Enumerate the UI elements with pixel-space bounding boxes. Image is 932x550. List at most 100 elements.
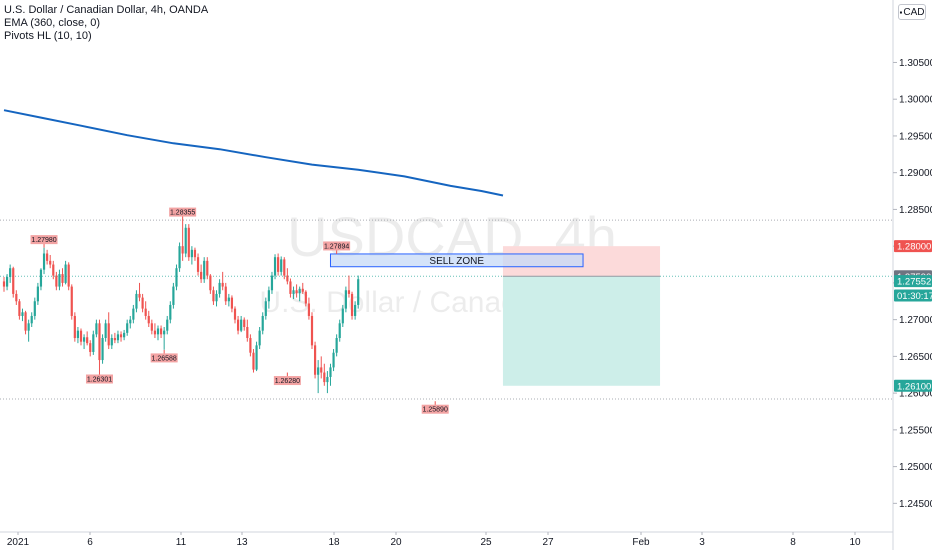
candles	[2, 219, 360, 394]
candle-body	[187, 227, 190, 258]
candle-body	[144, 308, 147, 316]
x-tick-label: 11	[176, 537, 187, 548]
candle-body	[341, 308, 344, 324]
candle-body	[153, 330, 157, 335]
candle-body	[9, 268, 12, 278]
candle-body	[169, 304, 172, 320]
candle-body	[138, 293, 141, 298]
candle-body	[255, 345, 258, 370]
sell-zone[interactable]: SELL ZONE	[329, 253, 584, 268]
price-label-text: 1.27552	[897, 277, 931, 288]
candle-body	[178, 246, 181, 269]
candle-body	[42, 253, 46, 270]
pivot-label-bg	[323, 241, 351, 251]
price-label-bg	[894, 289, 932, 302]
candle-body	[193, 249, 197, 258]
candle-body	[200, 271, 203, 280]
candle-body	[298, 288, 301, 294]
candle-body	[110, 338, 113, 346]
candle-body	[82, 337, 86, 342]
pivot-label-bg	[421, 404, 449, 414]
x-tick-label: 3	[699, 537, 705, 548]
candle-body	[79, 330, 83, 342]
candle-body	[273, 257, 277, 276]
pivots-indicator-label[interactable]: Pivots HL (10, 10)	[4, 30, 92, 42]
price-label-text: 1.26100	[897, 381, 931, 392]
candle-body	[246, 326, 249, 339]
candle-body	[209, 275, 212, 291]
price-label-bg	[894, 240, 932, 253]
price-label-text: 1.28000	[897, 242, 931, 253]
x-tick-label: 20	[390, 537, 402, 548]
candle-body	[159, 328, 163, 335]
price-label-bg	[894, 275, 932, 288]
candle-body	[98, 323, 101, 361]
candle-body	[172, 286, 175, 305]
candle-body	[301, 288, 304, 292]
candle-body	[332, 352, 335, 368]
candle-body	[107, 323, 110, 346]
candle-body	[27, 323, 30, 331]
pivot-label-bg	[169, 207, 197, 217]
ema-indicator-label[interactable]: EMA (360, close, 0)	[4, 17, 100, 29]
candle-body	[12, 268, 15, 294]
pivot-label: 1.27894	[324, 243, 349, 250]
candle-body	[49, 260, 52, 265]
candle-body	[304, 291, 307, 304]
x-tick-label: 18	[328, 537, 340, 548]
y-tick-label: 1.26000	[899, 389, 932, 400]
pivot-label: 1.25890	[423, 407, 448, 414]
candle-body	[95, 323, 98, 335]
candle-body	[18, 301, 21, 316]
x-tick-label: 2021	[7, 537, 30, 548]
ema-line	[3, 109, 504, 197]
candle-body	[261, 315, 264, 331]
x-tick-label: 27	[542, 537, 554, 548]
currency-button[interactable]: ▪ CAD	[898, 4, 926, 20]
candle-body	[64, 264, 67, 283]
candle-body	[280, 259, 283, 272]
chart-legend: U.S. Dollar / Canadian Dollar, 4h, OANDA…	[4, 4, 208, 43]
candle-body	[129, 319, 132, 324]
candle-body	[329, 367, 332, 377]
candle-body	[58, 274, 61, 287]
candle-body	[233, 308, 237, 320]
x-tick-label: 25	[480, 537, 492, 548]
x-tick-label: 10	[849, 537, 861, 548]
candle-body	[270, 275, 274, 291]
y-tick-label: 1.28500	[899, 205, 932, 216]
short-position-tool[interactable]	[502, 246, 661, 386]
candle-body	[310, 315, 314, 346]
pivot-label: 1.26588	[152, 355, 177, 362]
candle-body	[73, 315, 76, 339]
candle-body	[323, 372, 326, 383]
candle-body	[36, 286, 39, 302]
candle-body	[317, 367, 320, 375]
candle-body	[24, 312, 27, 331]
pivot-label-bg	[30, 235, 58, 245]
candle-body	[218, 282, 221, 294]
price-label-text: 01:30:17	[897, 291, 932, 302]
sell-zone-label: SELL ZONE	[429, 256, 484, 267]
candle-body	[132, 308, 135, 320]
candle-body	[61, 274, 64, 283]
candle-body	[292, 290, 295, 294]
x-tick-label: 13	[236, 537, 248, 548]
y-tick-label: 1.24500	[899, 499, 932, 510]
candle-body	[224, 286, 227, 302]
candle-body	[104, 323, 107, 339]
candle-body	[150, 323, 153, 331]
candle-body	[203, 260, 206, 280]
candle-body	[227, 297, 230, 302]
y-tick-label: 1.30500	[899, 58, 932, 69]
candle-body	[156, 328, 160, 335]
candle-body	[21, 312, 24, 316]
x-tick-label: Feb	[632, 537, 650, 548]
candle-body	[135, 293, 138, 309]
currency-label: CAD	[903, 6, 925, 18]
candle-body	[350, 293, 354, 316]
candle-body	[267, 290, 270, 302]
y-tick-label: 1.27000	[899, 315, 932, 326]
take-profit-area	[502, 276, 661, 386]
